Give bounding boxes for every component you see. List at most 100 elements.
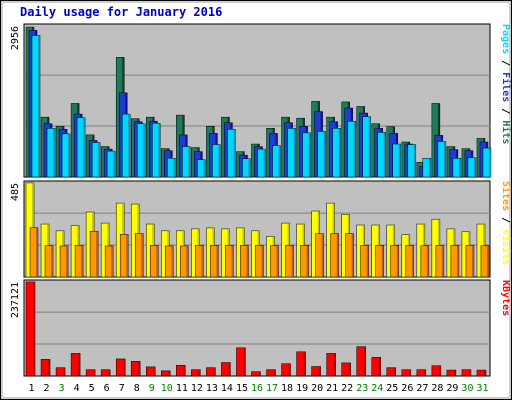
bar-shade bbox=[368, 116, 371, 177]
bar-shade bbox=[338, 128, 341, 177]
bar-shade bbox=[108, 369, 111, 376]
bar-shade bbox=[171, 245, 174, 277]
bar-shade bbox=[156, 245, 159, 277]
x-axis-label: 20 bbox=[311, 383, 323, 394]
bar-shade bbox=[321, 233, 324, 277]
bar-kbytes bbox=[251, 371, 261, 377]
bar-shade bbox=[396, 245, 399, 277]
chart-title: Daily usage for January 2016 bbox=[20, 5, 223, 19]
bar-shade bbox=[473, 157, 476, 177]
x-axis-label: 19 bbox=[296, 383, 308, 394]
legend-part: / bbox=[500, 102, 511, 120]
bar-shade bbox=[233, 129, 236, 177]
bar-shade bbox=[168, 370, 171, 376]
x-axis-label: 26 bbox=[401, 383, 413, 394]
bar-shade bbox=[348, 362, 351, 376]
legend-part: Pages bbox=[500, 24, 511, 54]
bar-shade bbox=[93, 369, 96, 376]
x-axis-label: 9 bbox=[149, 383, 155, 394]
bar-shade bbox=[308, 132, 311, 177]
bar-shade bbox=[471, 245, 474, 277]
bar-shade bbox=[383, 132, 386, 177]
bar-shade bbox=[128, 114, 131, 177]
x-axis-label: 21 bbox=[326, 383, 338, 394]
bar-shade bbox=[288, 363, 291, 376]
bar-shade bbox=[141, 233, 144, 277]
x-axis-label: 8 bbox=[134, 383, 140, 394]
y-max-label: 2956 bbox=[10, 26, 21, 50]
bar-shade bbox=[483, 370, 486, 376]
right-legend-label: KBytes bbox=[500, 280, 511, 316]
y-max-label: 237121 bbox=[10, 282, 21, 318]
legend-part: Files bbox=[500, 72, 512, 102]
bar-shade bbox=[123, 358, 126, 376]
bar-shade bbox=[488, 148, 491, 177]
legend-part: Sites bbox=[500, 181, 512, 211]
x-axis-label: 30 bbox=[461, 383, 473, 394]
bar-shade bbox=[293, 128, 296, 177]
x-axis-label: 5 bbox=[89, 383, 95, 394]
bar-shade bbox=[438, 365, 441, 376]
x-axis-label: 2 bbox=[44, 383, 50, 394]
x-axis-label: 22 bbox=[341, 383, 353, 394]
bar-shade bbox=[263, 149, 266, 177]
bar-shade bbox=[53, 128, 56, 177]
x-axis-label: 14 bbox=[221, 383, 233, 394]
bar-shade bbox=[186, 245, 189, 277]
legend-part: / bbox=[500, 54, 511, 72]
bar-shade bbox=[111, 245, 114, 277]
bar-shade bbox=[458, 158, 461, 177]
x-axis-label: 4 bbox=[74, 383, 80, 394]
bar-shade bbox=[63, 367, 66, 376]
x-axis-label: 25 bbox=[386, 383, 398, 394]
bar-shade bbox=[38, 35, 40, 177]
x-axis-label: 18 bbox=[281, 383, 293, 394]
bar-shade bbox=[468, 369, 471, 376]
bar-shade bbox=[158, 123, 161, 177]
bar-shade bbox=[378, 357, 381, 376]
bar-shade bbox=[243, 347, 246, 376]
bar-shade bbox=[278, 145, 281, 177]
legend-part: / bbox=[500, 211, 511, 229]
bar-shade bbox=[453, 370, 456, 376]
x-axis-label: 10 bbox=[161, 383, 173, 394]
right-legend-label: Pages / Files / Hits bbox=[500, 24, 512, 144]
bar-shade bbox=[203, 159, 206, 177]
bar-shade bbox=[113, 151, 116, 177]
bar-shade bbox=[306, 245, 309, 277]
x-axis-label: 13 bbox=[206, 383, 218, 394]
bar-shade bbox=[443, 141, 446, 177]
x-axis-label: 3 bbox=[59, 383, 65, 394]
right-legend-label: Sites / Visits bbox=[500, 181, 512, 265]
bar-shade bbox=[333, 353, 336, 376]
x-axis-label: 24 bbox=[371, 383, 383, 394]
bar-shade bbox=[273, 369, 276, 376]
bar-shade bbox=[353, 121, 356, 177]
bar-shade bbox=[51, 245, 54, 277]
panel-background bbox=[23, 279, 491, 377]
x-axis-label: 27 bbox=[416, 383, 428, 394]
bar-shade bbox=[303, 351, 306, 376]
bar-shade bbox=[183, 365, 186, 376]
bar-shade bbox=[363, 346, 366, 376]
bar-shade bbox=[248, 158, 251, 177]
x-axis-label: 16 bbox=[251, 383, 263, 394]
bar-shade bbox=[66, 245, 69, 277]
bar-shade bbox=[188, 146, 191, 177]
bar-shade bbox=[426, 245, 429, 277]
bar-shade bbox=[381, 245, 384, 277]
x-axis-label: 1 bbox=[29, 383, 35, 394]
bar-shade bbox=[83, 117, 86, 177]
panel-hits-files-pages: 2956 Pages / Files / Hits bbox=[10, 23, 512, 178]
bar-shade bbox=[428, 158, 431, 177]
bar-shade bbox=[98, 142, 101, 177]
x-axis-label: 29 bbox=[446, 383, 458, 394]
bar-shade bbox=[201, 245, 204, 277]
bar-shade bbox=[411, 245, 414, 277]
x-axis-label: 23 bbox=[356, 383, 368, 394]
bar-shade bbox=[78, 353, 81, 376]
bar-shade bbox=[216, 245, 219, 277]
bar-shade bbox=[68, 133, 71, 177]
